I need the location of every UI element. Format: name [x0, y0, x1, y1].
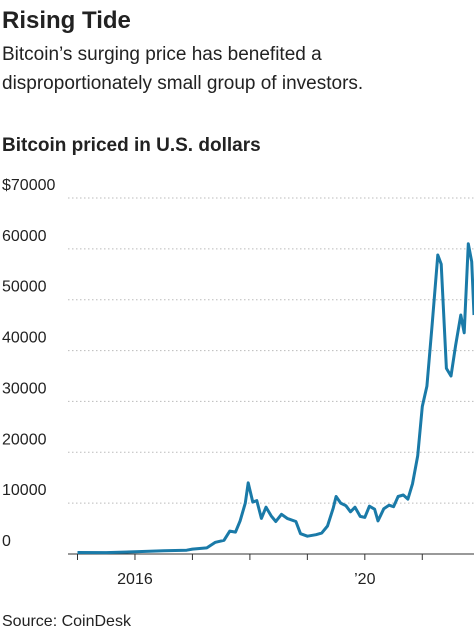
x-tick-label: 2016 [117, 571, 153, 588]
subtitle: Bitcoin’s surging price has benefited a [2, 44, 322, 65]
y-tick-label: 50000 [2, 279, 47, 296]
chart-title: Bitcoin priced in U.S. dollars [2, 135, 261, 156]
x-tick-label: ’20 [354, 571, 375, 588]
y-tick-label: $70000 [2, 177, 55, 194]
source: Source: CoinDesk [2, 613, 132, 630]
y-tick-label: 60000 [2, 228, 47, 245]
y-tick-label: 20000 [2, 431, 47, 448]
y-tick-label: 40000 [2, 330, 47, 347]
y-tick-label: 30000 [2, 380, 47, 397]
title: Rising Tide [2, 7, 131, 34]
subtitle: disproportionately small group of invest… [2, 73, 363, 94]
y-tick-label: 10000 [2, 482, 47, 499]
y-tick-label: 0 [2, 533, 11, 550]
price-line [77, 242, 474, 555]
